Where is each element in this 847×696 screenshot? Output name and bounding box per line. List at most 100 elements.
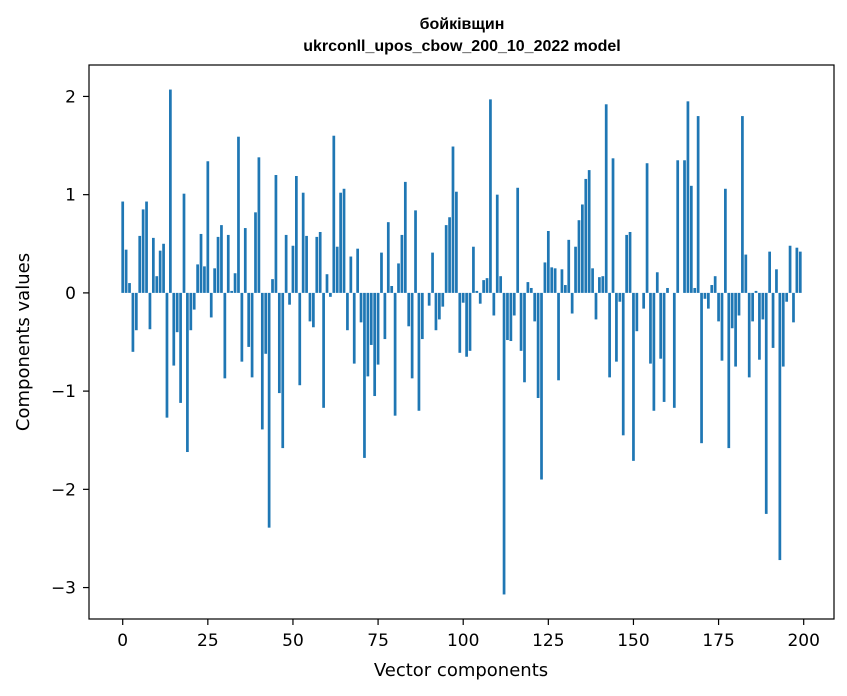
bar-79 bbox=[390, 286, 394, 293]
bar-10 bbox=[155, 276, 159, 293]
bar-150 bbox=[632, 292, 635, 461]
bar-162 bbox=[672, 292, 676, 408]
y-axis-ticks: −3 −2 −1 0 1 2 bbox=[51, 87, 89, 599]
bar-17 bbox=[179, 292, 182, 403]
bar-131 bbox=[567, 239, 571, 293]
bar-0 bbox=[121, 201, 125, 293]
bar-25 bbox=[206, 161, 210, 293]
bar-88 bbox=[420, 292, 424, 340]
bar-198 bbox=[795, 247, 799, 293]
bar-141 bbox=[601, 276, 605, 293]
bar-99 bbox=[458, 292, 462, 353]
bar-134 bbox=[577, 220, 581, 293]
bar-58 bbox=[318, 231, 322, 293]
x-tick-label: 75 bbox=[367, 631, 389, 651]
bar-133 bbox=[574, 246, 577, 293]
bar-114 bbox=[509, 292, 513, 342]
bar-180 bbox=[734, 292, 737, 367]
bar-83 bbox=[403, 181, 407, 293]
bar-59 bbox=[322, 292, 325, 408]
bar-121 bbox=[533, 292, 537, 322]
bar-154 bbox=[645, 163, 649, 293]
bar-15 bbox=[172, 292, 176, 366]
bar-196 bbox=[788, 245, 792, 293]
bar-20 bbox=[189, 292, 193, 331]
bar-160 bbox=[666, 287, 669, 293]
bar-145 bbox=[615, 292, 618, 362]
bar-110 bbox=[495, 194, 499, 293]
bar-9 bbox=[151, 237, 155, 293]
bar-140 bbox=[598, 277, 601, 293]
bar-82 bbox=[400, 234, 404, 293]
bar-87 bbox=[417, 292, 421, 411]
bar-153 bbox=[642, 292, 646, 309]
bar-37 bbox=[247, 292, 251, 347]
bar-64 bbox=[339, 192, 342, 293]
bar-138 bbox=[591, 268, 594, 293]
bar-16 bbox=[175, 292, 179, 333]
bar-143 bbox=[608, 292, 611, 378]
bar-181 bbox=[737, 292, 741, 316]
bar-39 bbox=[254, 212, 257, 293]
bar-194 bbox=[781, 292, 785, 367]
x-tick-label: 175 bbox=[702, 631, 734, 651]
bar-81 bbox=[397, 263, 400, 293]
bar-48 bbox=[284, 234, 288, 293]
bar-4 bbox=[134, 292, 138, 331]
bar-137 bbox=[587, 170, 591, 293]
bar-157 bbox=[655, 272, 659, 293]
bar-191 bbox=[771, 292, 775, 348]
bar-171 bbox=[703, 292, 707, 299]
bar-155 bbox=[649, 292, 652, 364]
bar-30 bbox=[223, 292, 227, 379]
bar-108 bbox=[489, 99, 492, 293]
bar-67 bbox=[349, 256, 353, 293]
bar-147 bbox=[621, 292, 625, 436]
bar-80 bbox=[393, 292, 397, 416]
bar-127 bbox=[553, 268, 557, 293]
bar-8 bbox=[148, 292, 152, 330]
bar-98 bbox=[455, 191, 458, 293]
bar-22 bbox=[196, 264, 199, 293]
bar-34 bbox=[237, 136, 240, 293]
bar-186 bbox=[754, 290, 758, 293]
bar-146 bbox=[618, 292, 622, 302]
bar-18 bbox=[182, 193, 186, 293]
bar-73 bbox=[369, 292, 373, 345]
bar-188 bbox=[761, 292, 765, 320]
x-tick-label: 125 bbox=[532, 631, 564, 651]
bar-195 bbox=[785, 292, 789, 302]
bar-78 bbox=[386, 222, 390, 293]
y-tick-label: −2 bbox=[51, 480, 76, 500]
chart-subtitle: ukrconll_upos_cbow_200_10_2022 model bbox=[303, 38, 620, 55]
chart-title: бойківщин bbox=[420, 16, 505, 33]
bar-189 bbox=[764, 292, 768, 514]
bar-167 bbox=[689, 185, 693, 293]
bar-14 bbox=[169, 89, 172, 293]
x-tick-label: 200 bbox=[787, 631, 819, 651]
bar-159 bbox=[662, 292, 666, 402]
bar-124 bbox=[543, 262, 547, 293]
x-tick-label: 100 bbox=[447, 631, 479, 651]
bar-31 bbox=[226, 234, 230, 293]
y-tick-label: 0 bbox=[65, 284, 76, 304]
bar-11 bbox=[158, 250, 162, 293]
x-tick-label: 0 bbox=[117, 631, 128, 651]
bar-26 bbox=[209, 292, 213, 318]
bar-105 bbox=[478, 292, 482, 304]
bar-68 bbox=[352, 292, 356, 364]
bar-54 bbox=[305, 235, 308, 293]
bar-175 bbox=[717, 292, 720, 322]
x-tick-label: 150 bbox=[617, 631, 649, 651]
bar-166 bbox=[686, 101, 690, 293]
bar-2 bbox=[128, 283, 131, 293]
bar-3 bbox=[131, 292, 135, 352]
bar-45 bbox=[274, 175, 278, 293]
bar-55 bbox=[308, 292, 312, 322]
bar-85 bbox=[410, 292, 414, 379]
bar-163 bbox=[676, 160, 680, 293]
y-tick-label: 2 bbox=[65, 87, 76, 107]
bar-185 bbox=[751, 292, 754, 322]
bar-72 bbox=[366, 292, 370, 377]
